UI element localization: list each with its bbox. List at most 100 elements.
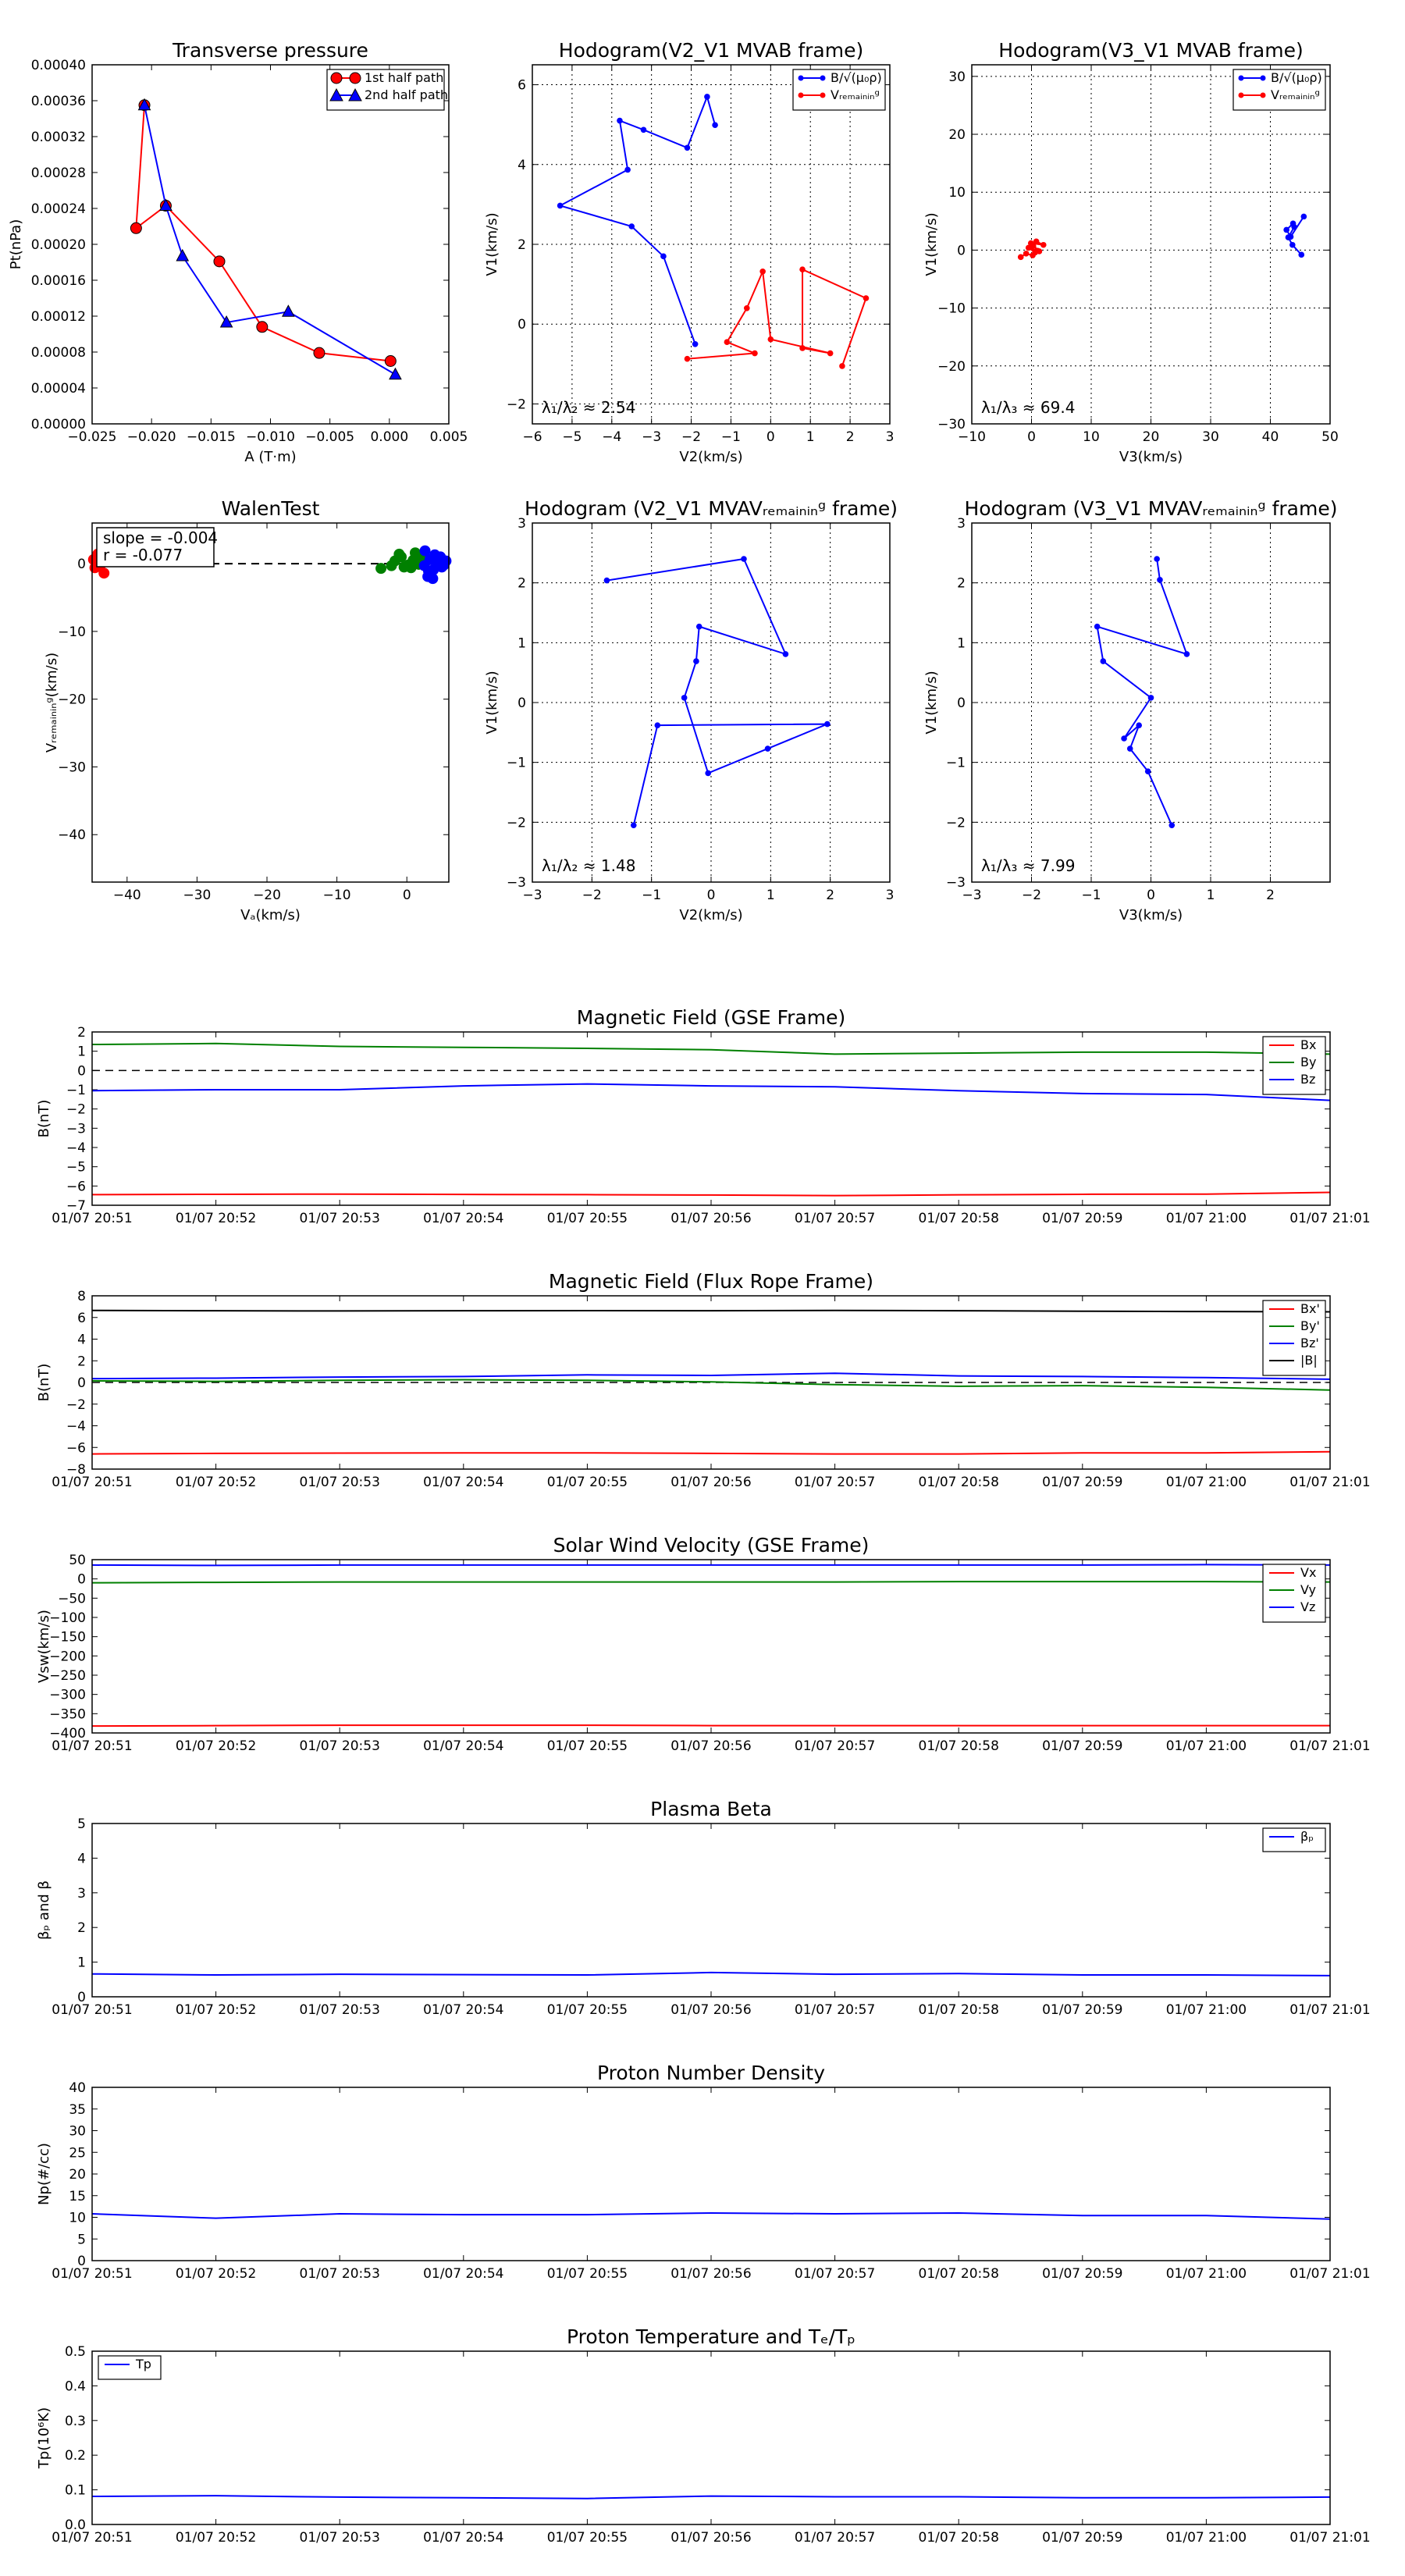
legend-label: 1st half path bbox=[365, 70, 443, 85]
x-tick-label: 01/07 20:53 bbox=[300, 2530, 380, 2546]
x-tick-label: −0.025 bbox=[68, 429, 117, 445]
y-tick-label: −2 bbox=[507, 815, 526, 831]
data-point bbox=[684, 144, 691, 151]
y-tick-label: 2 bbox=[957, 576, 966, 592]
y-tick-label: 0 bbox=[77, 1063, 86, 1079]
y-tick-label: −100 bbox=[49, 1610, 86, 1626]
data-point bbox=[176, 248, 190, 262]
data-point bbox=[1154, 556, 1160, 562]
legend: Tp bbox=[98, 2355, 162, 2380]
data-point bbox=[384, 355, 397, 367]
data-point bbox=[396, 551, 407, 563]
x-tick-label: 01/07 20:54 bbox=[423, 1211, 503, 1226]
series bbox=[684, 266, 870, 369]
data-point bbox=[1040, 241, 1047, 248]
y-tick-label: 20 bbox=[948, 127, 966, 143]
series-line bbox=[91, 1372, 1331, 1380]
y-tick-label: 3 bbox=[77, 1886, 86, 1902]
data-point bbox=[375, 563, 387, 575]
data-point bbox=[219, 315, 233, 328]
data-point bbox=[1298, 251, 1305, 258]
series bbox=[1017, 238, 1047, 261]
y-axis-label: βₚ and β bbox=[36, 1880, 52, 1940]
x-tick-label: 01/07 20:56 bbox=[670, 1738, 751, 1754]
x-tick-label: 01/07 20:53 bbox=[300, 2002, 380, 2018]
x-tick-label: 1 bbox=[1207, 888, 1215, 903]
plot-frame bbox=[971, 64, 1331, 425]
x-tick-label: 01/07 21:00 bbox=[1166, 1475, 1247, 1490]
y-tick-label: 0.00020 bbox=[31, 237, 86, 253]
plot-frame bbox=[91, 2350, 1331, 2525]
x-tick-label: 2 bbox=[826, 888, 834, 903]
y-tick-label: 0.1 bbox=[65, 2483, 86, 2499]
y-tick-label: −20 bbox=[937, 359, 966, 375]
x-tick-label: 01/07 20:58 bbox=[919, 1738, 999, 1754]
series-line bbox=[606, 557, 828, 826]
data-point bbox=[799, 345, 806, 351]
x-tick-label: 01/07 20:53 bbox=[300, 2266, 380, 2282]
x-tick-label: −20 bbox=[253, 888, 281, 903]
y-tick-label: 30 bbox=[948, 69, 966, 85]
data-point bbox=[724, 339, 731, 346]
x-tick-label: 01/07 21:01 bbox=[1289, 2266, 1370, 2282]
x-tick-label: 01/07 20:57 bbox=[795, 2002, 875, 2018]
data-point bbox=[1168, 822, 1176, 828]
legend-box bbox=[792, 69, 886, 111]
legend-label: Vᵣₑₘₐᵢₙᵢₙᵍ bbox=[1271, 87, 1320, 102]
x-tick-label: 01/07 20:51 bbox=[52, 1738, 132, 1754]
legend-label: Vy bbox=[1300, 1582, 1316, 1597]
data-point bbox=[741, 556, 747, 562]
y-tick-label: 10 bbox=[948, 185, 966, 201]
x-tick-label: −0.015 bbox=[187, 429, 236, 445]
plot-frame bbox=[91, 522, 450, 883]
x-tick-label: 01/07 20:54 bbox=[423, 1475, 503, 1490]
data-point bbox=[712, 122, 718, 128]
plot-frame bbox=[91, 2087, 1331, 2261]
y-tick-label: −400 bbox=[49, 1726, 86, 1742]
legend: B/√(μ₀ρ) Vᵣₑₘₐᵢₙᵢₙᵍ bbox=[1232, 69, 1326, 111]
x-axis-label: V3(km/s) bbox=[1119, 449, 1183, 465]
data-point bbox=[98, 568, 110, 579]
legend: 1st half path 2nd half path bbox=[326, 69, 448, 111]
series-line bbox=[91, 1379, 1331, 1391]
x-tick-label: 10 bbox=[1083, 429, 1100, 445]
series-line bbox=[91, 2211, 1331, 2220]
x-tick-label: 01/07 21:00 bbox=[1166, 1738, 1247, 1754]
legend: Bx' By' Bz' |B| bbox=[1262, 1300, 1326, 1376]
x-tick-label: 01/07 20:59 bbox=[1042, 1475, 1122, 1490]
x-tick-label: −0.020 bbox=[127, 429, 176, 445]
x-tick-label: 01/07 20:51 bbox=[52, 1211, 132, 1226]
data-point bbox=[603, 577, 610, 584]
x-tick-label: 0 bbox=[403, 888, 411, 903]
x-axis-label: V2(km/s) bbox=[679, 449, 742, 465]
legend-marker bbox=[820, 75, 826, 81]
legend-label: By' bbox=[1300, 1318, 1320, 1333]
data-point bbox=[617, 117, 623, 124]
x-tick-label: −3 bbox=[642, 429, 661, 445]
data-point bbox=[1017, 254, 1024, 261]
y-tick-label: 20 bbox=[69, 2167, 86, 2183]
x-tick-label: 01/07 20:59 bbox=[1042, 1738, 1122, 1754]
series-line bbox=[91, 1083, 1331, 1101]
y-tick-label: −50 bbox=[58, 1591, 86, 1606]
data-point bbox=[654, 722, 661, 728]
chart-bgse: 01/07 20:51 01/07 20:52 01/07 20:53 01/07 2… bbox=[36, 1006, 1371, 1226]
ratio-annotation: λ₁/λ₃ ≈ 7.99 bbox=[981, 856, 1075, 875]
y-tick-label: −8 bbox=[66, 1462, 86, 1478]
data-point bbox=[440, 555, 452, 567]
chart-bfr: 01/07 20:51 01/07 20:52 01/07 20:53 01/07 2… bbox=[36, 1270, 1371, 1490]
chart-title: Plasma Beta bbox=[650, 1798, 772, 1820]
y-tick-label: 10 bbox=[69, 2211, 86, 2226]
y-tick-label: 0.00032 bbox=[31, 130, 86, 145]
data-point bbox=[660, 253, 667, 260]
chart-title: WalenTest bbox=[222, 497, 320, 520]
x-tick-label: −2 bbox=[582, 888, 602, 903]
y-tick-label: 2 bbox=[518, 576, 526, 592]
data-point bbox=[1100, 658, 1107, 664]
y-axis-label: B(nT) bbox=[36, 1364, 52, 1402]
x-tick-label: −3 bbox=[962, 888, 981, 903]
legend-marker bbox=[820, 92, 826, 98]
legend-label: Bz bbox=[1300, 1072, 1315, 1087]
legend-box bbox=[1232, 69, 1326, 111]
